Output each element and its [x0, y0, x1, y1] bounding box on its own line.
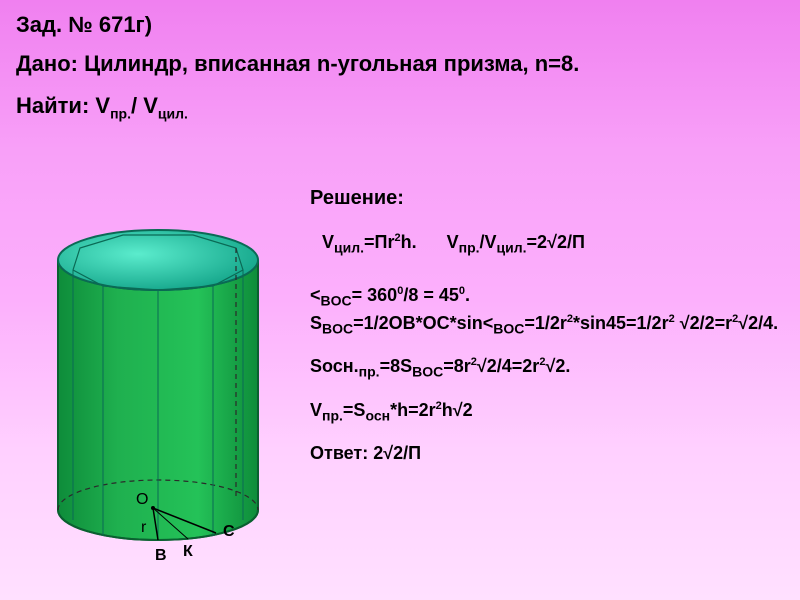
find-prefix: Найти: V: [16, 93, 110, 118]
label-c: С: [223, 523, 235, 540]
label-o: О: [136, 491, 148, 508]
top-ellipse: [58, 230, 258, 290]
solution-line-3: Sосн.пр.=8SBOC=8r2√2/4=2r2√2.: [310, 354, 780, 381]
solution-line-4: Vпр.=Sосн*h=2r2h√2: [310, 398, 780, 425]
given-text: Дано: Цилиндр, вписанная n-угольная приз…: [16, 50, 784, 79]
problem-number: Зад. № 671г): [16, 12, 784, 38]
label-b: В: [155, 547, 167, 564]
solution-line-2: <BOC= 3600/8 = 450. SBOC=1/2OB*OC*sin<BO…: [310, 283, 780, 338]
label-k: К: [183, 543, 193, 560]
cylinder-diagram: О r В К С: [18, 220, 298, 580]
formula-vcyl: Vцил.=Пr2h.: [322, 230, 417, 257]
solution-header: Решение:: [310, 185, 780, 212]
find-sub2: цил.: [158, 105, 188, 121]
find-mid: / V: [131, 93, 158, 118]
answer-line: Ответ: 2√2/П: [310, 441, 780, 465]
label-r: r: [141, 519, 147, 536]
formula-ratio: Vпр./Vцил.=2√2/П: [447, 230, 585, 257]
solution-block: Решение: Vцил.=Пr2h. Vпр./Vцил.=2√2/П <B…: [310, 185, 780, 482]
find-text: Найти: Vпр./ Vцил.: [16, 93, 784, 121]
find-sub1: пр.: [110, 105, 131, 121]
